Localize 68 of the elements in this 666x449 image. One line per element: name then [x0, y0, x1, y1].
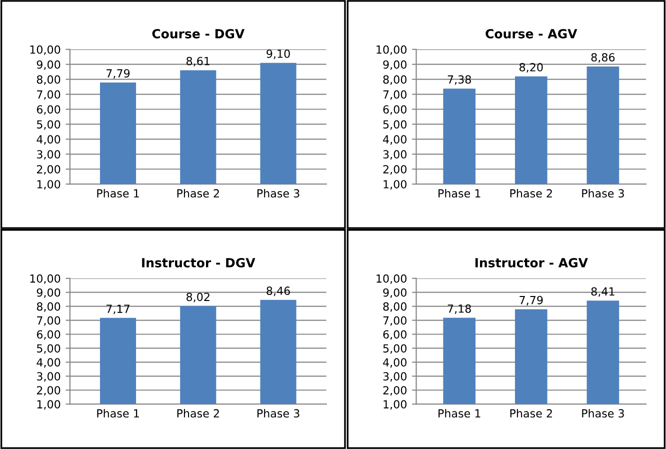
y-tick-label: 10,00 — [30, 45, 60, 55]
y-tick-label: 2,00 — [383, 165, 406, 175]
data-label: 8,02 — [186, 292, 210, 302]
data-label: 8,20 — [520, 62, 543, 73]
y-tick-label: 6,00 — [383, 105, 406, 115]
y-tick-label: 4,00 — [36, 358, 60, 368]
data-label: 9,10 — [266, 50, 290, 60]
y-tick-label: 5,00 — [37, 344, 60, 354]
y-tick-label: 6,00 — [36, 330, 60, 340]
y-tick-label: 9,00 — [383, 288, 406, 298]
data-label: 8,61 — [186, 56, 210, 66]
x-tick-label: Phase 1 — [97, 408, 139, 418]
x-tick-label: Phase 3 — [257, 188, 300, 198]
chart-title: Course - DGV — [152, 29, 245, 38]
y-tick-label: 10,00 — [30, 274, 60, 284]
y-tick-label: 10,00 — [376, 274, 406, 284]
y-tick-label: 9,00 — [36, 60, 60, 70]
y-tick-label: 7,00 — [383, 90, 406, 100]
x-tick-label: Phase 2 — [177, 188, 219, 198]
data-label: 7,17 — [106, 304, 130, 314]
chart-title: Instructor - AGV — [475, 258, 588, 268]
x-tick-label: Phase 3 — [582, 408, 624, 418]
data-label: 8,41 — [591, 287, 614, 297]
x-tick-label: Phase 1 — [438, 188, 480, 198]
x-tick-label: Phase 3 — [582, 188, 624, 198]
y-tick-label: 5,00 — [383, 344, 406, 354]
y-tick-label: 8,00 — [36, 75, 60, 85]
y-tick-label: 4,00 — [36, 135, 60, 145]
y-tick-label: 1,00 — [384, 400, 406, 410]
y-tick-label: 6,00 — [36, 105, 60, 115]
y-tick-label: 5,00 — [383, 120, 406, 130]
y-tick-label: 10,00 — [376, 45, 406, 55]
y-tick-label: 2,00 — [36, 165, 60, 175]
y-tick-label: 7,00 — [383, 316, 406, 326]
y-tick-label: 4,00 — [383, 358, 406, 368]
y-tick-label: 2,00 — [383, 386, 406, 396]
y-tick-label: 7,00 — [37, 90, 60, 100]
data-label: 8,86 — [591, 53, 615, 63]
x-tick-label: Phase 2 — [510, 188, 552, 198]
y-tick-label: 9,00 — [383, 60, 406, 70]
y-tick-label: 1,00 — [37, 400, 60, 410]
y-tick-label: 4,00 — [383, 135, 406, 145]
x-tick-label: Phase 1 — [438, 408, 480, 418]
y-tick-label: 3,00 — [37, 150, 60, 160]
y-tick-label: 3,00 — [383, 372, 406, 382]
y-tick-label: 7,00 — [37, 316, 60, 326]
data-label: 7,38 — [448, 75, 471, 85]
data-label: 8,46 — [266, 286, 290, 296]
data-label: 7,79 — [106, 69, 130, 79]
x-tick-label: Phase 2 — [510, 408, 552, 418]
data-label: 7,79 — [520, 296, 543, 306]
y-tick-label: 3,00 — [383, 150, 406, 160]
y-tick-label: 6,00 — [383, 330, 406, 340]
data-label: 7,18 — [448, 304, 471, 314]
chart-title: Instructor - DGV — [142, 258, 256, 268]
y-tick-label: 2,00 — [36, 386, 60, 396]
y-tick-label: 9,00 — [36, 288, 60, 298]
y-tick-label: 8,00 — [383, 302, 406, 312]
y-tick-label: 8,00 — [383, 75, 406, 85]
y-tick-label: 1,00 — [37, 180, 60, 190]
y-tick-label: 3,00 — [37, 372, 60, 382]
x-tick-label: Phase 2 — [177, 408, 219, 418]
x-tick-label: Phase 3 — [257, 408, 300, 418]
y-tick-label: 1,00 — [384, 180, 406, 190]
y-tick-label: 5,00 — [37, 120, 60, 130]
chart-title: Course - AGV — [486, 29, 578, 38]
y-tick-label: 8,00 — [36, 302, 60, 312]
x-tick-label: Phase 1 — [97, 188, 139, 198]
